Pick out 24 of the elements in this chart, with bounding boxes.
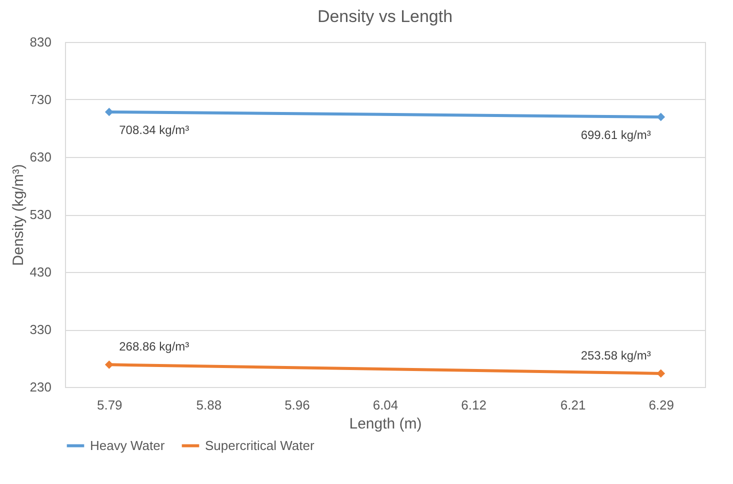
y-axis-title: Density (kg/m³) bbox=[10, 164, 27, 266]
y-tick-label: 730 bbox=[30, 92, 52, 107]
y-tick-label: 330 bbox=[30, 322, 52, 337]
data-label: 253.58 kg/m³ bbox=[580, 348, 651, 362]
x-tick-label: 5.96 bbox=[284, 398, 310, 412]
data-label: 268.86 kg/m³ bbox=[119, 340, 190, 354]
chart-title: Density vs Length bbox=[317, 7, 453, 26]
x-tick-label: 6.04 bbox=[372, 398, 398, 412]
legend-label: Supercritical Water bbox=[205, 438, 315, 453]
y-tick-label: 630 bbox=[30, 150, 52, 164]
x-tick-label: 5.79 bbox=[96, 398, 122, 412]
y-tick-label: 230 bbox=[30, 380, 52, 394]
x-tick-label: 6.21 bbox=[560, 398, 586, 412]
x-tick-label: 6.12 bbox=[461, 398, 486, 412]
y-tick-label: 530 bbox=[30, 207, 52, 222]
data-label: 699.61 kg/m³ bbox=[580, 128, 651, 142]
y-tick-label: 430 bbox=[30, 264, 52, 280]
data-label: 708.34 kg/m³ bbox=[119, 122, 190, 137]
x-tick-label: 5.88 bbox=[196, 398, 222, 412]
point bbox=[104, 360, 114, 369]
x-axis-title: Length (m) bbox=[349, 416, 422, 432]
legend-label: Heavy Water bbox=[90, 438, 166, 453]
y-tick-label: 830 bbox=[30, 34, 52, 50]
x-tick-label: 6.29 bbox=[648, 398, 674, 412]
